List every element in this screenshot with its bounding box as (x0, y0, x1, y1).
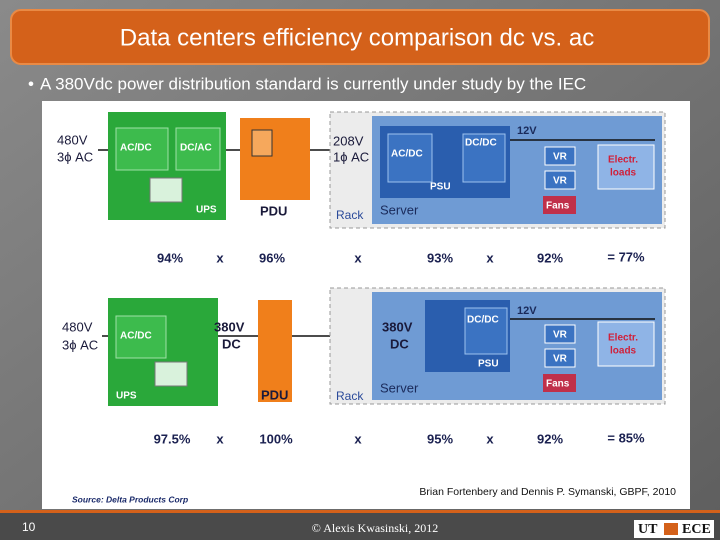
rack-input-phase: 1ϕ AC (333, 149, 369, 164)
pdu-label: PDU (260, 203, 287, 218)
rack-input-type: DC (390, 336, 409, 351)
converter (115, 315, 167, 359)
converter-label: AC/DC (120, 143, 152, 154)
loads-box (597, 144, 655, 190)
operator: x (354, 250, 362, 265)
title: Data centers efficiency comparison dc vs… (120, 24, 594, 51)
copyright: © Alexis Kwasinski, 2012 (312, 521, 438, 535)
loads-box (597, 321, 655, 367)
source: Source: Delta Products Corp (72, 494, 188, 504)
converter (464, 307, 508, 355)
fans-label: Fans (546, 201, 570, 212)
input-voltage: 480V (62, 319, 93, 334)
converter (387, 133, 433, 183)
converter-label: DC/AC (180, 143, 212, 154)
vr-label: VR (553, 354, 568, 365)
converter (175, 127, 221, 171)
fans-box (543, 374, 576, 392)
logo-mark (664, 523, 678, 535)
psu-label: PSU (430, 182, 451, 193)
logo-ut: UT (638, 522, 658, 537)
bus-label: 12V (517, 125, 537, 137)
footer (0, 513, 720, 540)
loads-label: loads (610, 346, 637, 357)
input-phase: 3ϕ AC (57, 149, 93, 164)
page-number: 10 (22, 520, 36, 534)
rack-label: Rack (336, 389, 364, 403)
pdu-box (258, 300, 292, 402)
ups-label: UPS (196, 205, 217, 216)
rack-input-voltage: 208V (333, 133, 364, 148)
diagram-ac: 480V 3ϕ AC AC/DC DC/AC UPS PDU 208V 1ϕ A… (57, 111, 666, 265)
converter-label: DC/DC (467, 315, 499, 326)
credit: Brian Fortenbery and Dennis P. Symanski,… (419, 486, 676, 498)
loads-label: Electr. (608, 155, 638, 166)
transformer (251, 129, 273, 157)
pdu-input-voltage: 380V (214, 319, 245, 334)
operator: x (486, 431, 494, 446)
efficiency: 92% (537, 431, 563, 446)
battery (149, 177, 183, 203)
pdu-input-type: DC (222, 336, 241, 351)
battery (154, 361, 188, 387)
footer-rule (0, 510, 720, 513)
server-label: Server (380, 202, 419, 217)
vr-box (544, 146, 576, 166)
operator: x (216, 431, 224, 446)
efficiency: 95% (427, 431, 453, 446)
total: = 85% (607, 430, 645, 445)
vr-box (544, 170, 576, 190)
converter-label: AC/DC (391, 149, 423, 160)
loads-label: loads (610, 168, 637, 179)
pdu-label: PDU (261, 387, 288, 402)
input-voltage: 480V (57, 132, 88, 147)
bullet-marker: • (28, 74, 34, 93)
efficiency: 94% (157, 250, 183, 265)
vr-label: VR (553, 152, 568, 163)
pdu-box (240, 118, 310, 200)
bullet: A 380Vdc power distribution standard is … (40, 74, 586, 93)
logo-ece: ECE (682, 522, 711, 537)
efficiency: 100% (259, 431, 293, 446)
title-box (10, 9, 710, 65)
operator: x (354, 431, 362, 446)
operator: x (216, 250, 224, 265)
efficiency: 93% (427, 250, 453, 265)
psu-label: PSU (478, 359, 499, 370)
diagram-dc: 480V 3ϕ AC AC/DC UPS 380V DC PDU Rack 38… (62, 287, 666, 446)
vr-label: VR (553, 330, 568, 341)
vr-box (544, 324, 576, 344)
fans-label: Fans (546, 379, 570, 390)
converter (462, 133, 506, 183)
fans-box (543, 196, 576, 214)
ups-label: UPS (116, 391, 137, 402)
converter-label: AC/DC (120, 331, 152, 342)
rack-input-voltage: 380V (382, 319, 413, 334)
efficiency: 96% (259, 250, 285, 265)
converter (115, 127, 169, 171)
server-label: Server (380, 380, 419, 395)
rack-label: Rack (336, 208, 364, 222)
converter-label: DC/DC (465, 138, 497, 149)
input-phase: 3ϕ AC (62, 337, 98, 352)
bus-label: 12V (517, 305, 537, 317)
operator: x (486, 250, 494, 265)
efficiency: 92% (537, 250, 563, 265)
vr-box (544, 348, 576, 368)
vr-label: VR (553, 176, 568, 187)
loads-label: Electr. (608, 333, 638, 344)
efficiency: 97.5% (154, 431, 191, 446)
total: = 77% (607, 249, 645, 264)
